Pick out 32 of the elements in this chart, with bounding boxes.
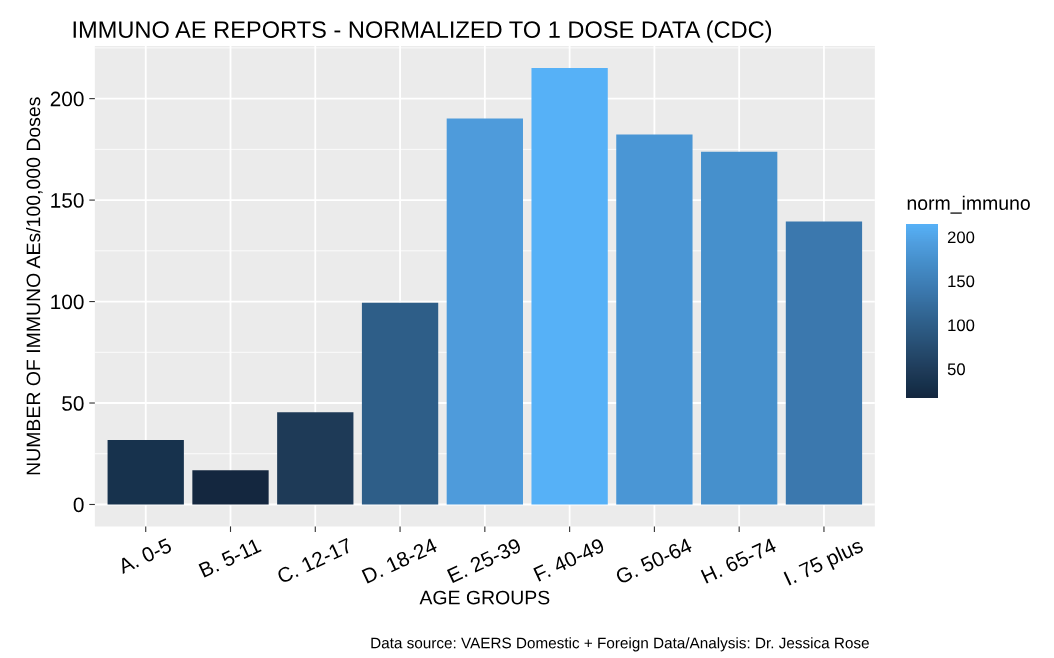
chart-title: IMMUNO AE REPORTS - NORMALIZED TO 1 DOSE DATA (CDC) [73, 20, 772, 43]
source-note: Data source: VAERS Domestic + Foreign Data/Analysis: Dr. Jessica Rose [371, 637, 869, 652]
x-tick-label: I. 75 plus [783, 537, 866, 590]
x-tick-label: D. 18-24 [361, 537, 439, 584]
bar [616, 134, 693, 505]
y-tick-label: 0 [73, 497, 84, 513]
color-bar-title: norm_immuno [907, 195, 1030, 214]
bar [107, 439, 184, 505]
x-tick-label: H. 65-74 [700, 537, 778, 584]
bar [701, 151, 778, 505]
y-tick-label: 100 [51, 294, 84, 310]
color-bar-label: 50 [947, 363, 965, 376]
x-axis-title: AGE GROUPS [419, 590, 550, 605]
y-tick-label: 200 [50, 91, 84, 107]
bar [446, 118, 523, 505]
color-bar-label: 150 [948, 275, 975, 288]
x-tick-label: F. 40-49 [533, 537, 606, 582]
color-bar-label: 100 [948, 319, 975, 332]
bar [785, 221, 863, 505]
color-bar-label: 200 [947, 231, 975, 244]
bar [277, 412, 354, 505]
bar [361, 302, 439, 505]
bar [192, 470, 269, 505]
y-axis-title: NUMBER OF IMMUNO AEs/100,000 Doses [26, 97, 43, 475]
y-tick-label: 50 [62, 396, 84, 411]
x-tick-label: E. 25-39 [446, 537, 522, 584]
bar [531, 67, 608, 505]
x-tick-label: A. 0-5 [116, 537, 173, 575]
x-tick-label: G. 50-64 [614, 537, 693, 585]
y-tick-label: 150 [51, 193, 84, 208]
x-tick-label: C. 12-17 [276, 537, 353, 585]
x-tick-label: B. 5-11 [198, 537, 262, 578]
